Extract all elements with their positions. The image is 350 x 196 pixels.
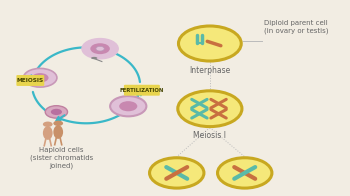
Circle shape: [178, 26, 241, 61]
Text: FERTILIZATION: FERTILIZATION: [120, 88, 164, 93]
Circle shape: [53, 121, 63, 126]
Circle shape: [149, 158, 204, 188]
Text: MEIOSIS: MEIOSIS: [17, 78, 44, 83]
Text: Diploid parent cell
(in ovary or testis): Diploid parent cell (in ovary or testis): [264, 20, 328, 34]
FancyBboxPatch shape: [16, 75, 44, 86]
Circle shape: [43, 122, 52, 127]
Circle shape: [51, 109, 62, 115]
Circle shape: [96, 46, 104, 51]
Circle shape: [119, 101, 137, 111]
Circle shape: [218, 158, 272, 188]
Text: Haploid cells
(sister chromatids
joined): Haploid cells (sister chromatids joined): [30, 147, 93, 169]
Circle shape: [45, 106, 68, 118]
Circle shape: [32, 73, 49, 83]
Text: Interphase: Interphase: [189, 66, 231, 75]
Circle shape: [110, 96, 146, 116]
Ellipse shape: [91, 57, 97, 59]
Text: Meiosis I: Meiosis I: [193, 131, 226, 140]
Circle shape: [82, 39, 118, 59]
Ellipse shape: [43, 126, 52, 140]
Circle shape: [23, 68, 57, 87]
Ellipse shape: [53, 125, 63, 139]
Circle shape: [178, 91, 242, 127]
Circle shape: [90, 43, 110, 54]
FancyBboxPatch shape: [124, 85, 160, 96]
